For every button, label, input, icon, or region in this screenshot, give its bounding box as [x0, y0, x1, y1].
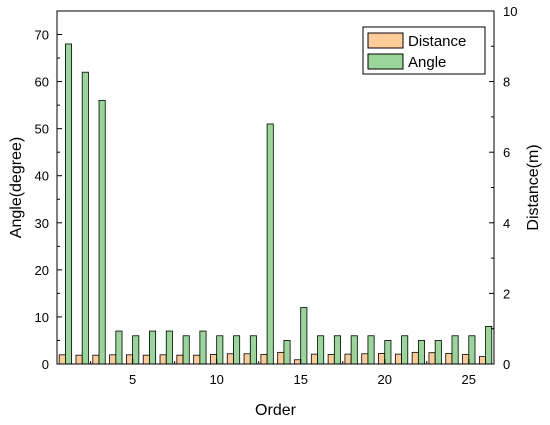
bar-angle-14 — [283, 340, 291, 365]
left-tick-label: 10 — [35, 310, 49, 325]
bar-distance-17 — [327, 354, 335, 365]
legend-label-distance: Distance — [408, 33, 466, 50]
bar-angle-25 — [468, 335, 476, 365]
legend: Distance Angle — [362, 26, 486, 75]
bar-distance-9 — [193, 354, 201, 365]
bar-angle-4 — [115, 330, 123, 365]
bar-angle-2 — [81, 71, 89, 365]
right-tick-label: 4 — [503, 216, 510, 231]
bar-distance-26 — [478, 356, 487, 365]
bar-angle-8 — [182, 335, 190, 365]
bar-angle-22 — [417, 340, 425, 365]
x-tick-label: 25 — [462, 372, 476, 387]
bar-distance-23 — [428, 352, 436, 365]
right-y-axis-title: Distance(m) — [525, 144, 542, 230]
bar-angle-24 — [451, 335, 459, 365]
bar-distance-21 — [394, 353, 402, 365]
bar-angle-18 — [350, 335, 358, 365]
bar-angle-21 — [401, 335, 409, 365]
legend-swatch-angle — [367, 53, 404, 70]
bar-distance-14 — [277, 351, 285, 365]
bar-distance-16 — [310, 353, 318, 365]
bar-distance-20 — [378, 353, 386, 365]
x-tick-label: 15 — [293, 372, 307, 387]
bar-angle-3 — [98, 100, 106, 365]
right-tick-label: 2 — [503, 286, 510, 301]
bar-distance-24 — [445, 353, 453, 365]
legend-label-angle: Angle — [408, 54, 446, 71]
bar-distance-15 — [294, 359, 302, 365]
x-tick-label: 20 — [378, 372, 392, 387]
bars-layer — [58, 43, 493, 365]
left-y-axis-title: Angle(degree) — [8, 137, 25, 238]
bar-distance-7 — [159, 354, 167, 365]
bar-distance-12 — [243, 353, 251, 365]
left-tick-label: 40 — [35, 169, 49, 184]
bar-distance-4 — [109, 354, 117, 365]
left-tick-label: 70 — [35, 28, 49, 43]
bar-distance-18 — [344, 353, 352, 365]
x-axis-title: Order — [255, 402, 297, 419]
bar-distance-22 — [411, 351, 419, 365]
bar-angle-5 — [132, 335, 140, 365]
bar-angle-26 — [485, 325, 493, 365]
right-tick-label: 6 — [503, 145, 510, 160]
bar-angle-10 — [216, 335, 224, 365]
bar-angle-19 — [367, 335, 375, 365]
bar-angle-1 — [65, 43, 73, 365]
right-tick-label: 0 — [503, 357, 510, 372]
left-tick-label: 60 — [35, 75, 49, 90]
bar-distance-2 — [75, 354, 83, 365]
left-tick-label: 30 — [35, 216, 49, 231]
bar-distance-8 — [176, 354, 184, 365]
left-tick-label: 20 — [35, 263, 49, 278]
legend-swatch-distance — [367, 32, 404, 49]
bar-angle-20 — [384, 340, 392, 365]
bar-distance-13 — [260, 354, 268, 365]
right-tick-label: 8 — [503, 75, 510, 90]
right-tick-label: 10 — [503, 4, 517, 19]
x-tick-label: 5 — [129, 372, 136, 387]
bar-distance-1 — [58, 354, 66, 365]
bar-angle-6 — [149, 330, 157, 365]
bar-distance-6 — [142, 354, 150, 365]
left-tick-label: 50 — [35, 122, 49, 137]
bar-angle-17 — [333, 335, 341, 365]
x-axis: 5 10 15 20 25 — [90, 359, 476, 387]
bar-angle-9 — [199, 330, 207, 365]
bar-angle-23 — [434, 340, 442, 365]
bar-angle-12 — [249, 335, 257, 365]
left-axis: 0 10 20 30 40 50 60 70 — [35, 28, 62, 372]
bar-distance-11 — [226, 353, 234, 365]
bar-distance-25 — [462, 354, 470, 365]
bar-angle-11 — [233, 335, 241, 365]
bar-angle-7 — [165, 330, 173, 365]
bar-angle-15 — [300, 307, 308, 365]
bar-angle-13 — [266, 123, 274, 365]
bar-distance-5 — [126, 354, 134, 365]
bar-distance-19 — [361, 353, 369, 365]
bar-distance-10 — [210, 354, 218, 365]
bar-distance-3 — [92, 354, 100, 365]
bar-angle-16 — [317, 335, 325, 365]
left-tick-label: 0 — [42, 357, 49, 372]
right-axis: 0 2 4 6 8 10 — [489, 4, 517, 372]
x-tick-label: 10 — [209, 372, 223, 387]
